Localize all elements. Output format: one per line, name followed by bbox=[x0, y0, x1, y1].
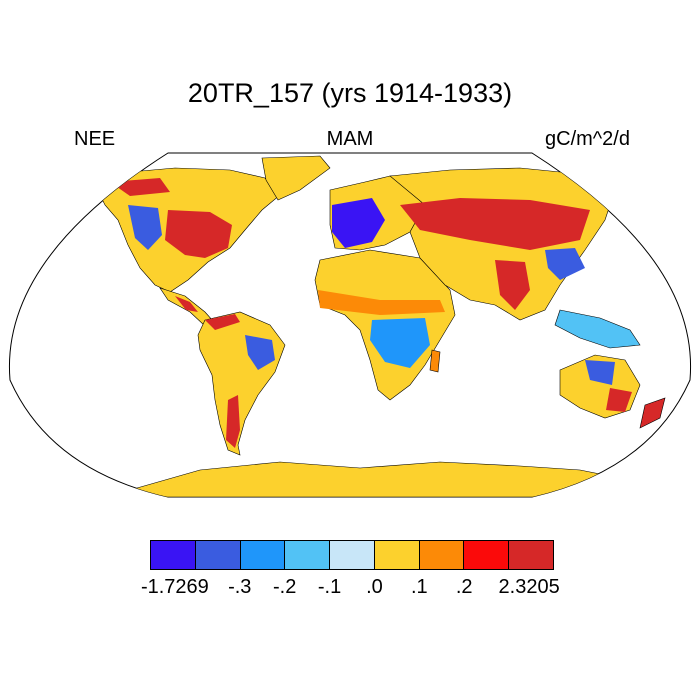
region-sa-red-south bbox=[226, 395, 240, 448]
units-label: gC/m^2/d bbox=[545, 128, 630, 150]
colorbar-box bbox=[240, 541, 286, 569]
region-new-zealand bbox=[639, 397, 666, 429]
colorbar-box bbox=[285, 541, 331, 569]
colorbar-tick-label: .0 bbox=[366, 576, 383, 598]
colorbar bbox=[150, 540, 554, 570]
region-na-west-blue bbox=[128, 205, 162, 250]
region-australia-blue bbox=[585, 360, 615, 385]
colorbar-tick-label: .1 bbox=[410, 576, 428, 598]
colorbar-tick-label: -.1 bbox=[317, 576, 342, 598]
region-europe-blue bbox=[332, 198, 385, 248]
region-sa-red-coast bbox=[205, 314, 240, 330]
colorbar-box bbox=[464, 541, 510, 569]
colorbar-box bbox=[151, 541, 196, 569]
region-greenland bbox=[261, 155, 331, 201]
colorbar-tick-label: -.2 bbox=[272, 576, 297, 598]
colorbar-tick-label: -1.7269 bbox=[140, 576, 209, 598]
region-ca-red bbox=[175, 296, 198, 312]
colorbar-box bbox=[330, 541, 375, 569]
region-sa-blue bbox=[245, 335, 275, 370]
region-se-asia bbox=[554, 309, 641, 349]
variable-label: NEE bbox=[74, 128, 116, 150]
colorbar-box bbox=[419, 541, 465, 569]
season-label: MAM bbox=[326, 128, 374, 150]
region-antarctica bbox=[119, 461, 661, 497]
colorbar-tick-label: -.3 bbox=[228, 576, 252, 598]
region-africa-sahel-red bbox=[318, 290, 445, 315]
region-madagascar bbox=[429, 349, 441, 373]
plot-title: 20TR_157 (yrs 1914-1933) bbox=[187, 78, 513, 108]
region-asia-blue bbox=[545, 248, 585, 280]
region-india-red bbox=[495, 260, 530, 310]
colorbar-box bbox=[509, 541, 554, 569]
colorbar-tick-label: 2.3205 bbox=[498, 576, 560, 598]
region-asia-red-band bbox=[400, 198, 590, 250]
colorbar-box bbox=[195, 541, 241, 569]
region-na-east-red bbox=[165, 210, 232, 258]
region-africa-central-blue bbox=[370, 318, 430, 368]
region-australia-red bbox=[606, 388, 632, 412]
colorbar-box bbox=[374, 541, 420, 569]
colorbar-tick-label: .2 bbox=[455, 576, 473, 598]
